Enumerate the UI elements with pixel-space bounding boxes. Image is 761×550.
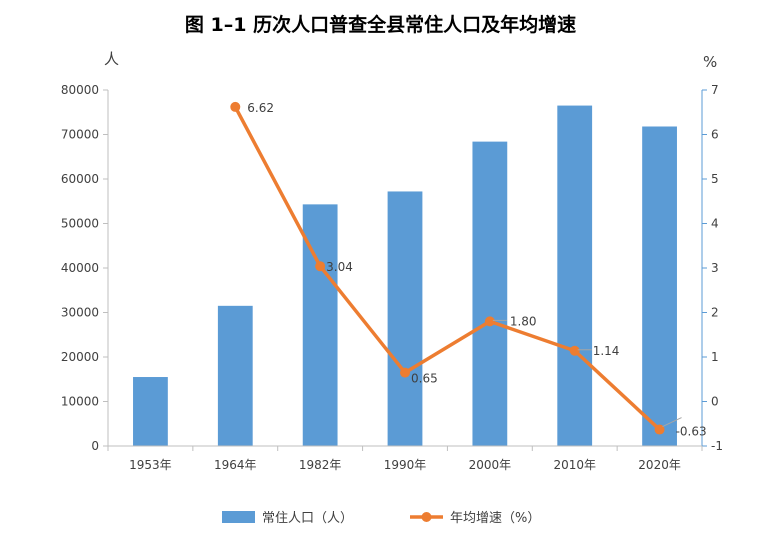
growth-rate-line: [233, 106, 661, 431]
right-tick-label: 5: [711, 172, 719, 186]
right-tick-label: 7: [711, 83, 719, 97]
x-tick-label: 1964年: [214, 458, 257, 472]
legend-label-population: 常住人口（人）: [262, 511, 353, 526]
left-tick-label: 50000: [61, 217, 99, 231]
growth-rate-point-2: [315, 261, 326, 272]
right-tick-label: -1: [711, 439, 723, 453]
right-axis-ticks: -1 0 1 2 3 4 5 6 7: [702, 83, 723, 453]
right-tick-label: 0: [711, 395, 719, 409]
axis-unit-labels: 人%: [104, 50, 717, 71]
left-tick-label: 10000: [61, 395, 99, 409]
growth-rate-label-3: 0.65: [411, 372, 438, 386]
left-axis-unit: 人: [104, 50, 119, 68]
left-tick-label: 80000: [61, 83, 99, 97]
legend-swatch-marker: [421, 512, 432, 522]
right-axis-unit: %: [703, 53, 717, 71]
population-bar-5: [557, 105, 593, 446]
right-tick-label: 4: [711, 217, 719, 231]
x-tick-label: 1982年: [299, 458, 342, 472]
population-bar-3: [387, 191, 423, 446]
growth-rate-label-4: 1.80: [510, 314, 537, 328]
growth-rate-label-6: -0.63: [676, 425, 707, 439]
x-tick-label: 1953年: [129, 458, 172, 472]
category-labels: 1953年 1964年 1982年 1990年 2000年 2010年 2020年: [107, 446, 703, 472]
x-tick-label: 2010年: [553, 458, 596, 472]
growth-rate-label-2: 3.04: [326, 260, 353, 274]
legend-swatch-bar: [222, 511, 255, 523]
x-tick-label: 2000年: [469, 458, 512, 472]
left-tick-label: 40000: [61, 261, 99, 275]
left-tick-label: 20000: [61, 350, 99, 364]
growth-line-layer: 6.62 3.04 0.65 1.80 1.14 -0.63: [230, 101, 707, 439]
growth-rate-point-6: [654, 424, 665, 435]
left-tick-label: 70000: [61, 128, 99, 142]
x-tick-label: 2020年: [638, 458, 681, 472]
growth-rate-label-5: 1.14: [593, 344, 620, 358]
population-bars: [133, 105, 677, 447]
population-bar-6: [642, 126, 677, 447]
growth-rate-point-3: [400, 367, 410, 378]
left-axis-ticks: 0 10000 20000 30000 40000 50000 60000 70000 8000…: [61, 83, 108, 453]
legend: 常住人口（人） 年均增速（%）: [222, 511, 540, 526]
right-tick-label: 2: [711, 306, 719, 320]
left-tick-label: 60000: [61, 172, 99, 186]
growth-rate-point-1: [230, 101, 241, 112]
growth-rate-point-5: [569, 345, 580, 356]
chart-title: 图 1–1 历次人口普查全县常住人口及年均增速: [184, 14, 577, 36]
population-bar-0: [133, 377, 168, 446]
growth-rate-label-1: 6.62: [247, 101, 274, 115]
right-tick-label: 6: [711, 128, 719, 142]
left-tick-label: 30000: [61, 306, 99, 320]
legend-label-growth: 年均增速（%）: [450, 511, 540, 526]
population-bar-1: [217, 305, 253, 446]
data-label-leader: [662, 417, 682, 427]
population-bar-4: [472, 141, 508, 446]
right-tick-label: 1: [711, 350, 719, 364]
growth-rate-point-4: [484, 316, 495, 327]
x-tick-label: 1990年: [384, 458, 427, 472]
left-tick-label: 0: [91, 439, 99, 453]
right-tick-label: 3: [711, 261, 719, 275]
